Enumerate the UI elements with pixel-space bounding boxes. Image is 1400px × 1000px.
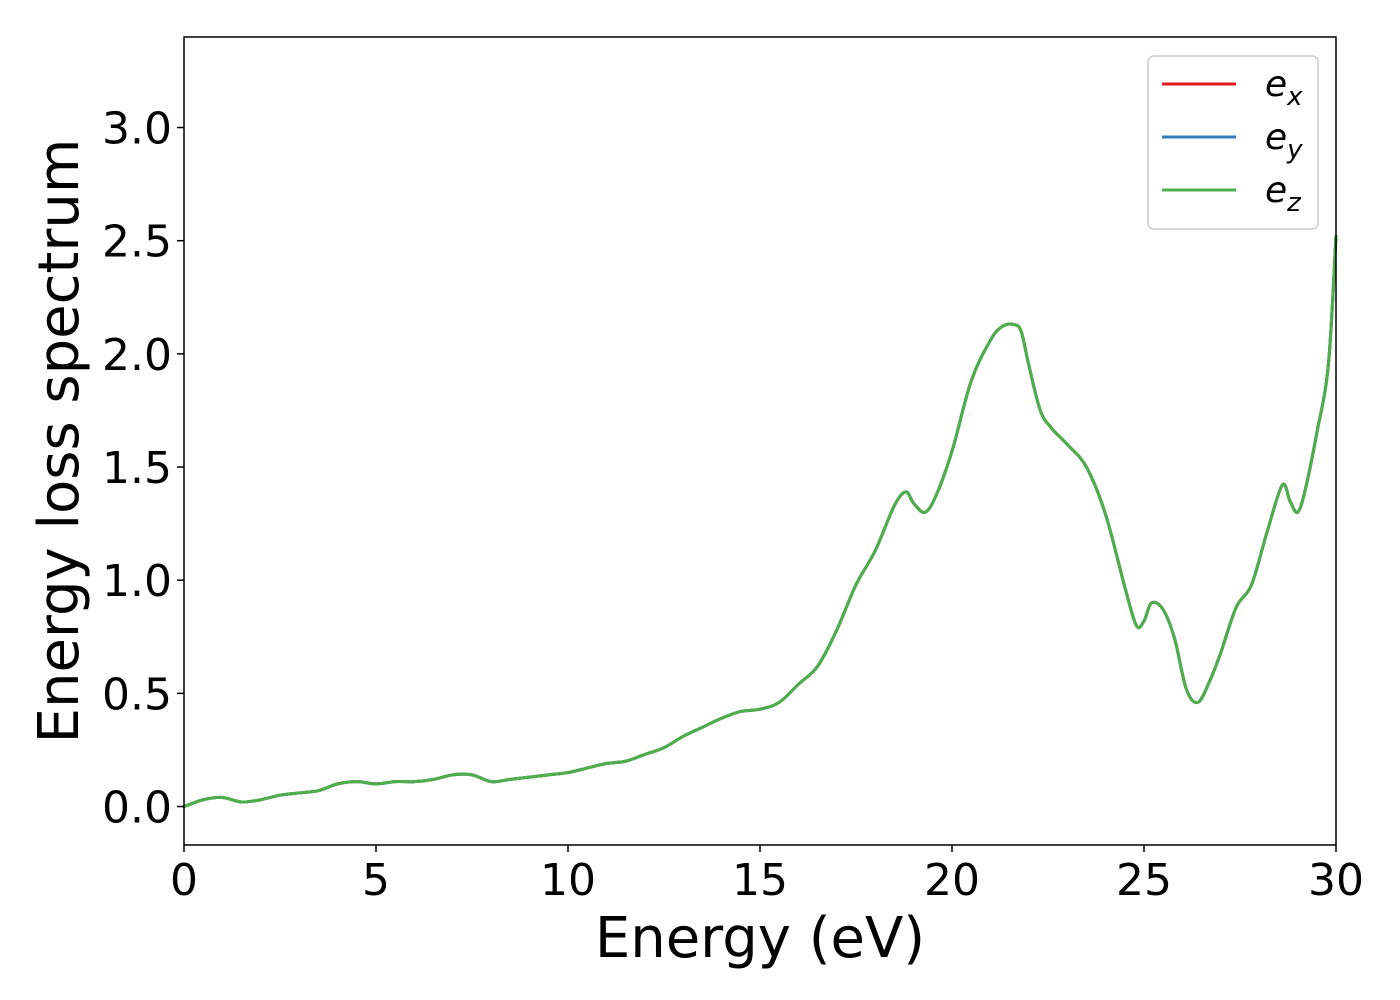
series-layer xyxy=(182,234,1338,809)
y-axis-label: Energy loss spectrum xyxy=(27,139,92,744)
legend-label-ex: ex xyxy=(1265,64,1303,112)
y-tick-label: 2.5 xyxy=(102,217,172,268)
x-axis-label: Energy (eV) xyxy=(595,906,925,971)
legend-label-ey: ey xyxy=(1265,117,1303,165)
x-tick-label: 10 xyxy=(540,855,596,906)
y-tick-label: 2.0 xyxy=(102,330,172,381)
x-axis-ticks: 0 5 10 15 20 25 30 xyxy=(170,845,1364,906)
x-tick-label: 0 xyxy=(170,855,198,906)
x-tick-label: 5 xyxy=(362,855,390,906)
y-tick-label: 0.5 xyxy=(102,669,172,720)
legend: ex ey ez xyxy=(1147,55,1319,230)
series-line-ex xyxy=(182,234,1338,809)
x-tick-label: 20 xyxy=(924,855,980,906)
y-tick-label: 3.0 xyxy=(102,104,172,155)
legend-label-ez: ez xyxy=(1265,170,1302,218)
x-tick-label: 15 xyxy=(732,855,788,906)
y-tick-label: 0.0 xyxy=(102,783,172,834)
series-line-ey xyxy=(182,234,1338,809)
y-tick-label: 1.5 xyxy=(102,443,172,494)
y-tick-label: 1.0 xyxy=(102,556,172,607)
y-axis-ticks: 0.0 0.5 1.0 1.5 2.0 2.5 3.0 xyxy=(102,104,184,834)
legend-box xyxy=(1147,55,1319,230)
x-tick-label: 25 xyxy=(1116,855,1172,906)
x-tick-label: 30 xyxy=(1308,855,1364,906)
series-line-ez xyxy=(182,234,1338,809)
